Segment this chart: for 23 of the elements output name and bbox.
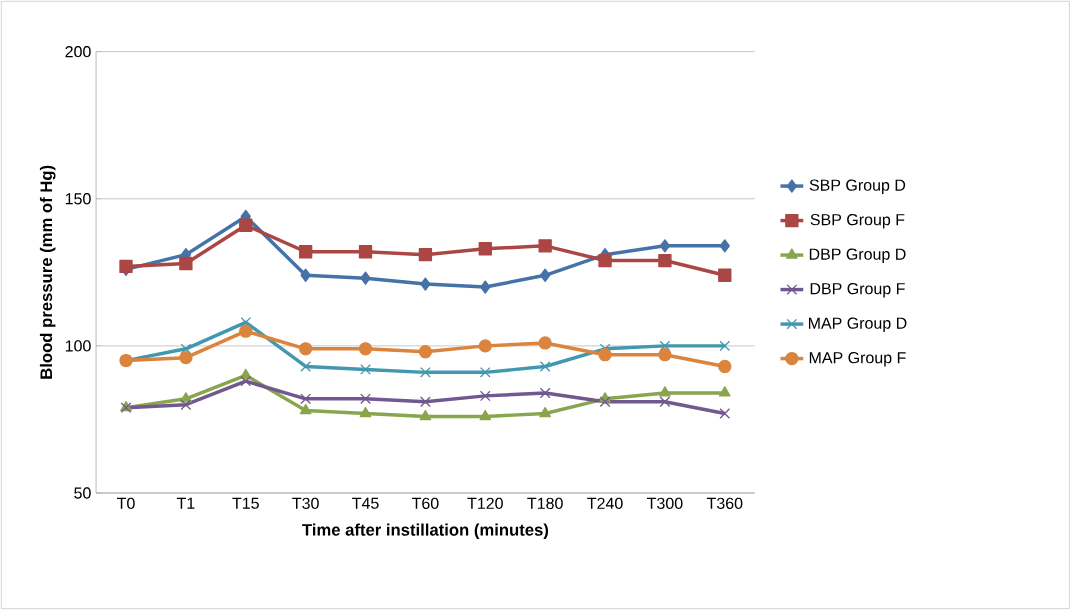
y-axis-title: Blood pressure (mm of Hg) <box>39 165 56 379</box>
x-axis-title: Time after instillation (minutes) <box>302 523 549 540</box>
legend-label: SBP Group F <box>810 213 905 229</box>
legend-label: DBP Group D <box>809 248 906 263</box>
x-tick-label: T300 <box>647 497 683 510</box>
x-tick-label: T60 <box>411 497 439 510</box>
y-tick-label: 200 <box>65 46 91 58</box>
x-tick-label: T180 <box>527 497 563 510</box>
x-tick-label: T1 <box>176 497 195 509</box>
legend-label: SBP Group D <box>809 179 906 194</box>
legend-label: MAP Group F <box>809 352 906 367</box>
x-tick-label: T45 <box>352 497 379 509</box>
legend-label: DBP Group F <box>810 282 905 298</box>
x-tick-label: T360 <box>706 497 743 510</box>
y-tick-label: 150 <box>65 193 91 205</box>
legend-label: MAP Group D <box>808 317 907 332</box>
x-tick-label: T15 <box>232 497 259 509</box>
x-tick-label: T30 <box>292 497 319 510</box>
x-tick-label: T120 <box>467 497 503 510</box>
y-tick-label: 50 <box>74 487 91 499</box>
x-tick-label: T240 <box>587 497 623 510</box>
x-tick-label: T0 <box>117 497 135 510</box>
y-tick-label: 100 <box>65 340 91 352</box>
